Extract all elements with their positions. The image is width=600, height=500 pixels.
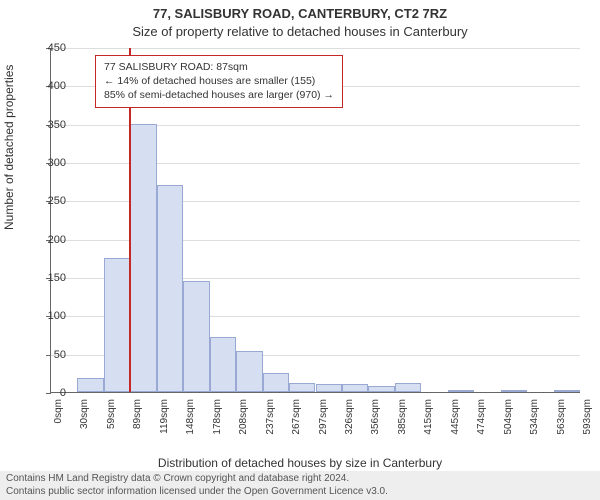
x-tick-label: 445sqm bbox=[450, 399, 461, 435]
histogram-bar bbox=[77, 378, 103, 392]
histogram-bar bbox=[183, 281, 209, 392]
annotation-line: 77 SALISBURY ROAD: 87sqm bbox=[104, 60, 334, 74]
histogram-bar bbox=[210, 337, 236, 392]
x-tick-label: 593sqm bbox=[582, 399, 593, 435]
y-tick-label: 300 bbox=[26, 157, 66, 169]
chart-title-sub: Size of property relative to detached ho… bbox=[0, 24, 600, 39]
chart-container: 77, SALISBURY ROAD, CANTERBURY, CT2 7RZ … bbox=[0, 0, 600, 500]
annotation-line: 85% of semi-detached houses are larger (… bbox=[104, 88, 334, 102]
x-tick-label: 326sqm bbox=[344, 399, 355, 435]
histogram-bar bbox=[263, 373, 289, 392]
attribution-footer: Contains HM Land Registry data © Crown c… bbox=[0, 471, 600, 500]
x-tick-label: 148sqm bbox=[185, 399, 196, 435]
y-tick-label: 100 bbox=[26, 310, 66, 322]
annotation-box: 77 SALISBURY ROAD: 87sqm← 14% of detache… bbox=[95, 55, 343, 108]
x-tick-label: 178sqm bbox=[212, 399, 223, 435]
x-tick-label: 297sqm bbox=[318, 399, 329, 435]
plot-area: 77 SALISBURY ROAD: 87sqm← 14% of detache… bbox=[50, 48, 580, 393]
histogram-bar bbox=[316, 384, 342, 392]
histogram-bar bbox=[130, 124, 156, 392]
y-tick-label: 150 bbox=[26, 272, 66, 284]
x-tick-label: 119sqm bbox=[159, 399, 170, 434]
x-tick-label: 208sqm bbox=[238, 399, 249, 435]
histogram-bar bbox=[448, 390, 474, 392]
x-tick-label: 504sqm bbox=[503, 399, 514, 435]
histogram-bar bbox=[236, 351, 262, 392]
x-axis-label: Distribution of detached houses by size … bbox=[0, 456, 600, 470]
histogram-bar bbox=[342, 384, 368, 392]
y-tick-label: 50 bbox=[26, 349, 66, 361]
histogram-bar bbox=[368, 386, 394, 392]
x-tick-label: 474sqm bbox=[476, 399, 487, 435]
footer-line-1: Contains HM Land Registry data © Crown c… bbox=[6, 473, 594, 486]
y-tick-label: 0 bbox=[26, 387, 66, 399]
x-tick-label: 415sqm bbox=[423, 399, 434, 435]
x-tick-label: 0sqm bbox=[53, 399, 64, 423]
histogram-bar bbox=[104, 258, 130, 392]
y-tick-label: 250 bbox=[26, 195, 66, 207]
histogram-bar bbox=[554, 390, 580, 392]
chart-title-main: 77, SALISBURY ROAD, CANTERBURY, CT2 7RZ bbox=[0, 6, 600, 21]
x-tick-label: 30sqm bbox=[79, 399, 90, 429]
x-tick-label: 385sqm bbox=[397, 399, 408, 435]
x-tick-label: 563sqm bbox=[556, 399, 567, 435]
histogram-bar bbox=[395, 383, 421, 392]
x-tick-label: 267sqm bbox=[291, 399, 302, 435]
x-tick-label: 59sqm bbox=[106, 399, 117, 429]
x-tick-label: 356sqm bbox=[370, 399, 381, 435]
y-tick-label: 200 bbox=[26, 234, 66, 246]
x-tick-label: 237sqm bbox=[265, 399, 276, 435]
y-axis-label: Number of detached properties bbox=[2, 65, 16, 230]
histogram-bar bbox=[501, 390, 527, 392]
y-tick-label: 350 bbox=[26, 119, 66, 131]
histogram-bar bbox=[157, 185, 183, 392]
annotation-line: ← 14% of detached houses are smaller (15… bbox=[104, 74, 334, 88]
x-tick-label: 89sqm bbox=[132, 399, 143, 429]
x-tick-label: 534sqm bbox=[529, 399, 540, 435]
footer-line-2: Contains public sector information licen… bbox=[6, 486, 594, 499]
y-tick-label: 400 bbox=[26, 80, 66, 92]
histogram-bar bbox=[289, 383, 315, 392]
y-tick-label: 450 bbox=[26, 42, 66, 54]
